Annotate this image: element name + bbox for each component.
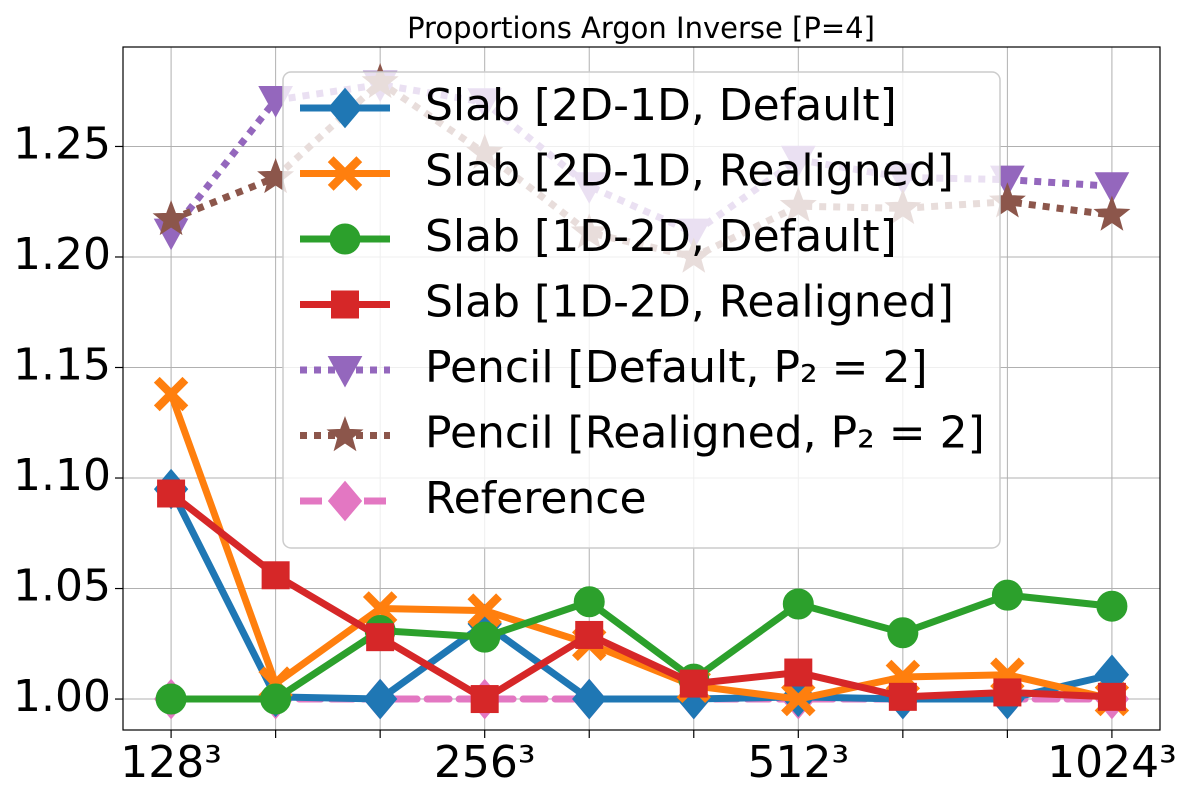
- marker: [469, 621, 501, 653]
- marker: [993, 678, 1022, 707]
- legend-label: Slab [2D-1D, Default]: [425, 80, 897, 131]
- marker: [1096, 590, 1128, 622]
- legend-label: Pencil [Default, P₂ = 2]: [425, 342, 928, 393]
- legend: Slab [2D-1D, Default] Slab [2D-1D, Realig…: [282, 71, 1001, 549]
- marker: [467, 593, 502, 628]
- marker: [470, 685, 499, 714]
- marker: [784, 658, 813, 687]
- marker: [155, 683, 187, 715]
- series-line: [167, 485, 1116, 703]
- y-tick-label: 1.20: [13, 229, 111, 280]
- marker: [327, 156, 363, 191]
- marker: [326, 416, 364, 452]
- x-tick-label: 1024³: [1047, 737, 1177, 788]
- x-tick-label: 512³: [747, 737, 849, 788]
- x-tick-label: 256³: [434, 737, 536, 788]
- marker: [366, 623, 395, 652]
- marker: [573, 586, 605, 618]
- y-tick-label: 1.00: [13, 671, 111, 722]
- marker: [679, 669, 708, 698]
- legend-label: Pencil [Realigned, P₂ = 2]: [425, 408, 985, 459]
- marker: [327, 87, 363, 129]
- marker: [331, 290, 359, 319]
- chart-title: Proportions Argon Inverse [P=4]: [407, 11, 875, 45]
- legend-label: Slab [1D-2D, Default]: [425, 211, 897, 262]
- marker: [157, 479, 186, 508]
- marker: [572, 678, 607, 720]
- y-tick-label: 1.15: [13, 340, 111, 391]
- marker: [887, 617, 919, 649]
- marker: [329, 223, 361, 255]
- marker: [1094, 172, 1130, 204]
- marker: [152, 199, 190, 236]
- y-tick-label: 1.25: [13, 118, 111, 169]
- y-tick-label: 1.10: [13, 450, 111, 501]
- marker: [1097, 682, 1126, 711]
- marker: [260, 683, 292, 715]
- marker: [362, 591, 398, 626]
- plot-frame: [122, 46, 1161, 731]
- series-line: [167, 390, 1116, 703]
- legend-box: [282, 71, 1001, 549]
- marker: [261, 561, 290, 590]
- y-tick-label: 1.05: [13, 561, 111, 612]
- legend-label: Slab [1D-2D, Realigned]: [425, 277, 954, 328]
- marker: [991, 579, 1023, 611]
- marker: [153, 376, 189, 412]
- marker: [363, 678, 398, 720]
- marker: [1093, 195, 1131, 231]
- marker: [781, 681, 816, 717]
- marker: [327, 356, 363, 388]
- marker: [327, 480, 363, 522]
- x-tick-label: 128³: [120, 737, 222, 788]
- series-line: [167, 489, 1116, 703]
- marker: [888, 682, 917, 711]
- series-line: [167, 591, 1116, 703]
- marker: [575, 620, 604, 649]
- marker: [782, 588, 814, 620]
- legend-label: Reference: [425, 473, 647, 524]
- legend-label: Slab [2D-1D, Realigned]: [425, 146, 954, 197]
